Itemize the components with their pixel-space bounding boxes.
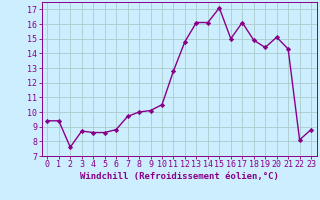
X-axis label: Windchill (Refroidissement éolien,°C): Windchill (Refroidissement éolien,°C)	[80, 172, 279, 181]
